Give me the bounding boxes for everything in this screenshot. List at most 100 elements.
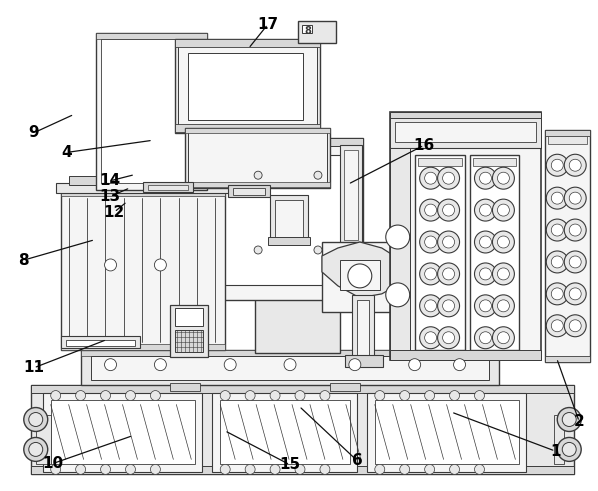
Bar <box>390 112 541 360</box>
Circle shape <box>100 390 111 401</box>
Circle shape <box>474 390 484 401</box>
Text: 6: 6 <box>352 453 363 468</box>
Bar <box>100 39 202 183</box>
Circle shape <box>425 464 435 474</box>
Circle shape <box>562 412 576 427</box>
Bar <box>178 42 317 129</box>
Text: 14: 14 <box>99 173 121 189</box>
Bar <box>255 295 340 353</box>
Bar <box>96 32 208 39</box>
Circle shape <box>569 288 581 300</box>
Circle shape <box>547 154 568 176</box>
Bar <box>185 128 330 134</box>
Bar <box>352 295 374 360</box>
Circle shape <box>270 464 280 474</box>
Circle shape <box>474 464 484 474</box>
Circle shape <box>492 295 514 317</box>
Circle shape <box>24 437 48 462</box>
Circle shape <box>565 187 586 209</box>
Text: 8: 8 <box>18 253 29 268</box>
Text: 11: 11 <box>23 360 44 376</box>
Circle shape <box>438 327 459 349</box>
Circle shape <box>569 192 581 204</box>
Bar <box>472 158 517 166</box>
Circle shape <box>492 231 514 253</box>
Circle shape <box>295 464 305 474</box>
Circle shape <box>420 199 441 221</box>
Circle shape <box>425 390 435 401</box>
Bar <box>42 393 202 472</box>
Circle shape <box>498 236 509 248</box>
Circle shape <box>438 199 459 221</box>
Text: 9: 9 <box>28 125 39 140</box>
Bar <box>51 400 196 464</box>
Bar <box>322 242 404 312</box>
Circle shape <box>492 199 514 221</box>
Circle shape <box>314 171 322 179</box>
Circle shape <box>224 359 236 371</box>
Bar <box>60 344 225 350</box>
Bar <box>218 155 343 285</box>
Text: 1: 1 <box>550 444 561 459</box>
Bar <box>298 21 336 43</box>
Circle shape <box>474 295 496 317</box>
Bar <box>302 25 312 32</box>
Circle shape <box>565 219 586 241</box>
Circle shape <box>474 231 496 253</box>
Bar <box>30 384 574 393</box>
Bar <box>60 190 225 350</box>
Circle shape <box>498 268 509 280</box>
Circle shape <box>348 264 372 288</box>
Circle shape <box>420 327 441 349</box>
Circle shape <box>245 390 255 401</box>
Circle shape <box>386 283 410 307</box>
Circle shape <box>551 159 563 171</box>
Bar <box>345 355 383 367</box>
Circle shape <box>492 327 514 349</box>
Bar <box>390 112 541 120</box>
Bar <box>268 237 310 245</box>
Bar <box>144 182 193 192</box>
Circle shape <box>551 224 563 236</box>
Circle shape <box>151 390 160 401</box>
Circle shape <box>565 251 586 273</box>
Bar <box>357 300 369 355</box>
Circle shape <box>569 320 581 332</box>
Bar <box>81 350 499 384</box>
Bar <box>548 136 587 144</box>
Circle shape <box>551 288 563 300</box>
Bar <box>69 176 148 185</box>
Circle shape <box>154 259 166 271</box>
Text: 8: 8 <box>304 26 312 36</box>
Circle shape <box>569 256 581 268</box>
Bar <box>199 138 363 300</box>
Circle shape <box>480 332 492 344</box>
Circle shape <box>480 172 492 184</box>
Circle shape <box>443 204 454 216</box>
Circle shape <box>420 231 441 253</box>
Circle shape <box>443 268 454 280</box>
Bar <box>367 393 526 472</box>
Circle shape <box>551 192 563 204</box>
Circle shape <box>349 359 361 371</box>
Circle shape <box>480 236 492 248</box>
Bar <box>390 148 410 352</box>
Circle shape <box>480 268 492 280</box>
Bar <box>414 155 465 350</box>
Circle shape <box>254 246 262 254</box>
Bar <box>96 32 208 190</box>
Circle shape <box>126 464 136 474</box>
Circle shape <box>557 408 581 432</box>
Circle shape <box>438 231 459 253</box>
Bar <box>188 53 303 120</box>
Bar <box>545 130 590 362</box>
Bar <box>188 131 327 185</box>
Circle shape <box>220 464 230 474</box>
Circle shape <box>154 359 166 371</box>
Bar <box>175 330 203 352</box>
Bar <box>66 340 136 346</box>
Circle shape <box>386 225 410 249</box>
Bar <box>170 382 200 390</box>
Circle shape <box>24 408 48 432</box>
Circle shape <box>408 359 420 371</box>
